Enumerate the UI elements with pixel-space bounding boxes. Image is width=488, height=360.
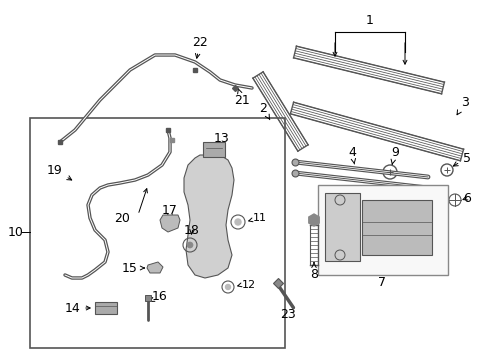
Text: 21: 21 — [234, 88, 249, 107]
Bar — [317, 185, 447, 275]
Text: 8: 8 — [309, 263, 317, 282]
Text: 20: 20 — [114, 212, 130, 225]
Text: 5: 5 — [452, 152, 470, 166]
Bar — [30, 118, 285, 348]
Bar — [361, 200, 431, 255]
Polygon shape — [160, 215, 180, 232]
Text: 22: 22 — [192, 36, 207, 58]
Text: 4: 4 — [347, 145, 355, 164]
Text: 15: 15 — [122, 261, 138, 274]
Text: 17: 17 — [162, 203, 178, 219]
Text: 3: 3 — [456, 95, 468, 115]
FancyBboxPatch shape — [325, 193, 359, 261]
Text: 12: 12 — [242, 280, 256, 290]
Text: 16: 16 — [149, 289, 167, 302]
Circle shape — [225, 284, 230, 289]
Bar — [203, 142, 224, 157]
Text: 18: 18 — [183, 224, 200, 237]
Text: 9: 9 — [390, 145, 398, 164]
Text: 7: 7 — [377, 275, 385, 288]
Bar — [95, 302, 117, 314]
Text: 10: 10 — [8, 225, 24, 239]
Circle shape — [186, 242, 193, 248]
Text: 19: 19 — [47, 163, 72, 180]
Text: 23: 23 — [280, 309, 295, 321]
Text: 14: 14 — [64, 302, 80, 315]
Text: 13: 13 — [214, 131, 229, 150]
Text: 11: 11 — [252, 213, 266, 223]
Polygon shape — [183, 155, 234, 278]
Text: 1: 1 — [366, 14, 373, 27]
Polygon shape — [147, 262, 163, 273]
Text: 2: 2 — [259, 102, 269, 120]
Circle shape — [235, 219, 241, 225]
Text: 6: 6 — [462, 192, 470, 204]
